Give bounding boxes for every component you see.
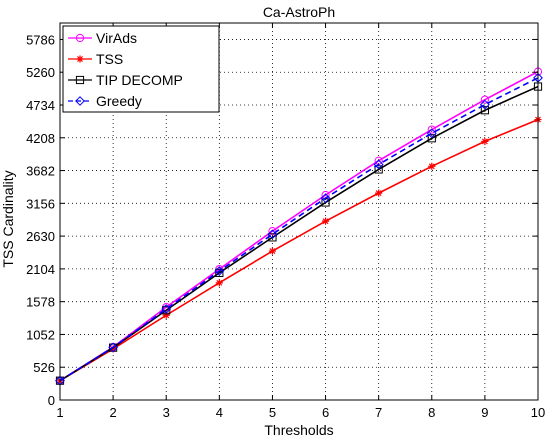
data-point	[214, 266, 225, 276]
data-point	[427, 134, 436, 143]
x-tick-label: 5	[269, 405, 276, 420]
series-tss	[56, 115, 542, 385]
y-tick-label: 3156	[26, 196, 55, 211]
legend-label: TIP DECOMP	[96, 72, 183, 88]
data-point	[108, 342, 119, 353]
y-tick-label: 0	[48, 393, 55, 408]
chart-title: Ca-AstroPh	[263, 4, 335, 20]
y-tick-label: 5786	[26, 32, 55, 47]
data-point	[373, 159, 384, 170]
y-tick-label: 2630	[26, 229, 55, 244]
x-tick-label: 7	[375, 405, 382, 420]
legend-label: VirAds	[96, 30, 137, 46]
grid-lines	[60, 23, 538, 400]
y-tick-label: 4734	[26, 98, 55, 113]
y-tick-label: 3682	[26, 164, 55, 179]
y-tick-label: 4208	[26, 131, 55, 146]
x-tick-label: 3	[163, 405, 170, 420]
x-tick-label: 1	[56, 405, 63, 420]
data-point	[426, 128, 437, 139]
y-tick-label: 2104	[26, 262, 55, 277]
data-point	[428, 162, 436, 170]
data-point	[479, 99, 490, 110]
data-point	[321, 217, 330, 225]
data-point	[75, 75, 85, 85]
data-point	[75, 33, 85, 43]
y-tick-label: 5260	[26, 65, 55, 80]
data-point	[320, 193, 331, 204]
legend-box	[62, 25, 220, 113]
series-line-virads	[59, 70, 539, 382]
legend: VirAds TSS TIP DECOMP Greedy	[62, 25, 220, 113]
x-tick-label: 4	[216, 405, 223, 420]
series-line-greedy	[59, 77, 539, 382]
x-tick-label: 8	[428, 405, 435, 420]
x-tick-label: 10	[531, 405, 545, 420]
y-tick-label: 1578	[26, 295, 55, 310]
data-point	[76, 55, 84, 63]
legend-entry-tip-decomp: TIP DECOMP	[68, 72, 183, 88]
legend-label: TSS	[96, 51, 123, 67]
data-point	[268, 247, 277, 255]
series-layer	[55, 67, 543, 386]
data-point	[215, 279, 223, 287]
x-tick-label: 2	[109, 405, 116, 420]
legend-entry-tss: TSS	[68, 51, 123, 67]
legend-entry-virads: VirAds	[68, 30, 137, 46]
series-line-tss	[59, 118, 539, 382]
x-tick-label: 6	[322, 405, 329, 420]
legend-entry-greedy: Greedy	[68, 93, 142, 109]
legend-label: Greedy	[96, 93, 142, 109]
data-point	[162, 311, 170, 319]
x-axis-label: Thresholds	[264, 422, 333, 438]
y-tick-label: 1052	[26, 327, 55, 342]
data-point	[215, 268, 224, 277]
y-tick-label: 526	[33, 360, 55, 375]
data-point	[427, 125, 436, 134]
data-point	[161, 304, 172, 314]
data-point	[75, 96, 85, 106]
data-point	[480, 106, 489, 115]
data-point	[109, 345, 117, 353]
x-tick-label: 9	[481, 405, 488, 420]
plot-frame	[59, 22, 539, 401]
data-point	[375, 189, 383, 197]
data-point	[481, 137, 489, 145]
axis-ticks: 0526105215782104263031563682420847345260…	[26, 23, 545, 420]
data-point	[374, 165, 383, 174]
data-point	[480, 95, 489, 104]
y-axis-label: TSS Cardinality	[0, 170, 16, 267]
data-point	[267, 229, 278, 240]
